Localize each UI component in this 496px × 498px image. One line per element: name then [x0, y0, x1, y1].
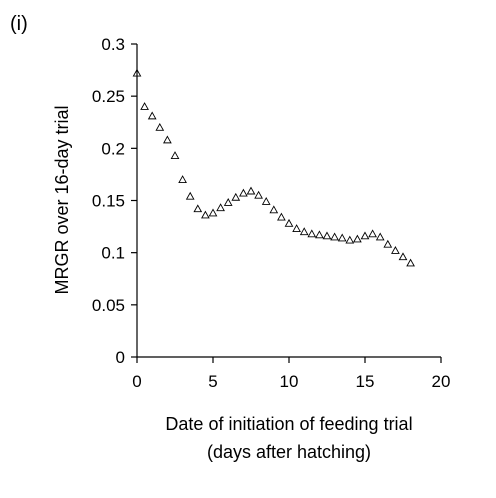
data-point — [407, 260, 414, 266]
data-point — [187, 193, 194, 199]
data-point — [316, 231, 323, 237]
data-point — [369, 230, 376, 236]
data-point — [209, 209, 216, 215]
y-tick-label: 0 — [116, 348, 125, 367]
y-tick-label: 0.05 — [92, 296, 125, 315]
x-tick-label: 10 — [280, 372, 299, 391]
data-point — [156, 124, 163, 130]
panel-label: (i) — [10, 13, 28, 35]
axes — [137, 44, 441, 357]
data-point — [384, 241, 391, 247]
data-point — [285, 220, 292, 226]
x-tick-label: 0 — [132, 372, 141, 391]
data-point — [301, 228, 308, 234]
x-axis-title-line1: Date of initiation of feeding trial — [165, 414, 412, 434]
data-point — [141, 103, 148, 109]
data-point — [179, 176, 186, 182]
data-point — [255, 192, 262, 198]
data-point — [232, 194, 239, 200]
data-point — [346, 237, 353, 243]
x-axis-title-line2: (days after hatching) — [207, 442, 371, 462]
data-point — [164, 136, 171, 142]
data-point — [247, 188, 254, 194]
y-axis-title: MRGR over 16-day trial — [52, 105, 72, 294]
data-point — [171, 152, 178, 158]
data-point — [339, 234, 346, 240]
x-tick-label: 20 — [432, 372, 451, 391]
data-point — [225, 199, 232, 205]
x-tick-label: 5 — [208, 372, 217, 391]
data-point — [308, 230, 315, 236]
y-tick-label: 0.15 — [92, 192, 125, 211]
data-point — [323, 232, 330, 238]
data-point — [194, 205, 201, 211]
x-ticks: 0 5 10 15 20 — [132, 357, 450, 391]
y-tick-label: 0.2 — [101, 139, 125, 158]
data-point — [293, 225, 300, 231]
y-tick-label: 0.25 — [92, 87, 125, 106]
x-tick-label: 15 — [356, 372, 375, 391]
data-point — [377, 233, 384, 239]
data-point — [263, 198, 270, 204]
data-point — [331, 233, 338, 239]
y-ticks: 0 0.05 0.1 0.15 0.2 0.25 0.3 — [92, 35, 137, 367]
data-point — [354, 236, 361, 242]
data-point — [270, 206, 277, 212]
data-point — [399, 253, 406, 259]
data-point — [240, 190, 247, 196]
data-point — [202, 212, 209, 218]
data-point — [217, 204, 224, 210]
data-point — [392, 247, 399, 253]
data-point — [278, 214, 285, 220]
y-tick-label: 0.3 — [101, 35, 125, 54]
y-tick-label: 0.1 — [101, 244, 125, 263]
data-point — [149, 112, 156, 118]
data-point — [361, 232, 368, 238]
data-points — [133, 70, 414, 266]
